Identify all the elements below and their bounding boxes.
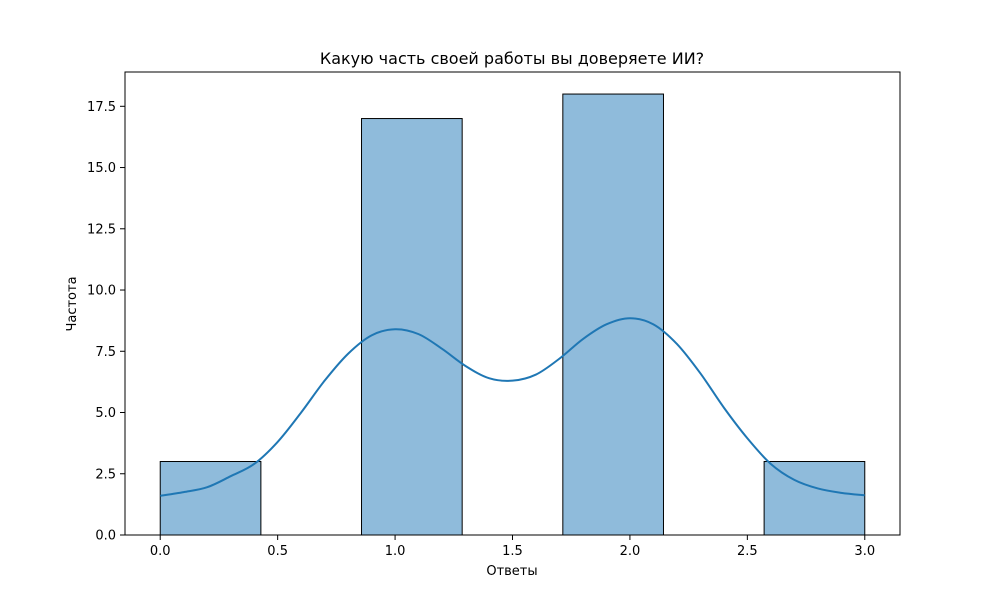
y-tick-label: 10.0: [87, 284, 116, 299]
bars-layer: [159, 93, 866, 536]
y-tick-label: 15.0: [87, 161, 116, 176]
y-tick-label: 7.5: [95, 345, 116, 360]
x-tick-label: 2.0: [620, 544, 641, 559]
y-tick-label: 0.0: [95, 529, 116, 544]
y-axis-ticks: 0.0 2.5 5.0 7.5 10.0 12.5 15.0 17.5: [87, 100, 125, 544]
kde-curve: [160, 317, 865, 497]
y-tick-label: 12.5: [87, 222, 116, 237]
histogram-bar: [159, 461, 262, 536]
x-tick-label: 3.0: [854, 544, 875, 559]
x-tick-label: 0.5: [267, 544, 288, 559]
y-tick-label: 5.0: [95, 406, 116, 421]
x-tick-label: 1.0: [385, 544, 406, 559]
x-axis-label: Ответы: [486, 564, 537, 579]
y-tick-label: 2.5: [95, 467, 116, 482]
x-tick-label: 1.5: [502, 544, 523, 559]
y-axis-label: Частота: [65, 276, 80, 331]
x-tick-label: 0.0: [150, 544, 171, 559]
x-axis-ticks: 0.0 0.5 1.0 1.5 2.0 2.5 3.0: [150, 535, 875, 559]
chart-title: Какую часть своей работы вы доверяете ИИ…: [320, 49, 704, 68]
histogram-bar: [763, 461, 866, 536]
histogram-bar: [361, 118, 463, 536]
y-tick-label: 17.5: [87, 100, 116, 115]
histogram-bar: [562, 93, 664, 536]
x-tick-label: 2.5: [737, 544, 758, 559]
